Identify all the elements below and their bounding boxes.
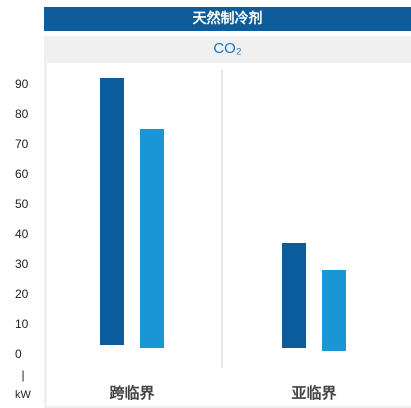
y-tick-label: 0 (15, 347, 22, 361)
y-axis-unit-label: kW (15, 389, 32, 401)
bar (282, 243, 306, 348)
y-tick-label: 10 (15, 317, 29, 331)
y-axis-marker: | (21, 368, 24, 382)
bar (140, 129, 164, 348)
bar (100, 78, 124, 345)
y-tick-label: 50 (15, 197, 29, 211)
y-tick-label: 40 (15, 227, 29, 241)
y-tick-label: 90 (15, 77, 29, 91)
x-category-label: 跨临界 (109, 384, 154, 402)
chart-subtitle: CO₂ (213, 40, 242, 57)
y-tick-label: 30 (15, 257, 29, 271)
bar (322, 270, 346, 351)
y-tick-label: 70 (15, 137, 29, 151)
y-tick-label: 80 (15, 107, 29, 121)
x-category-label: 亚临界 (291, 384, 336, 402)
y-tick-label: 20 (15, 287, 29, 301)
y-tick-label: 60 (15, 167, 29, 181)
chart-title: 天然制冷剂 (44, 7, 411, 31)
